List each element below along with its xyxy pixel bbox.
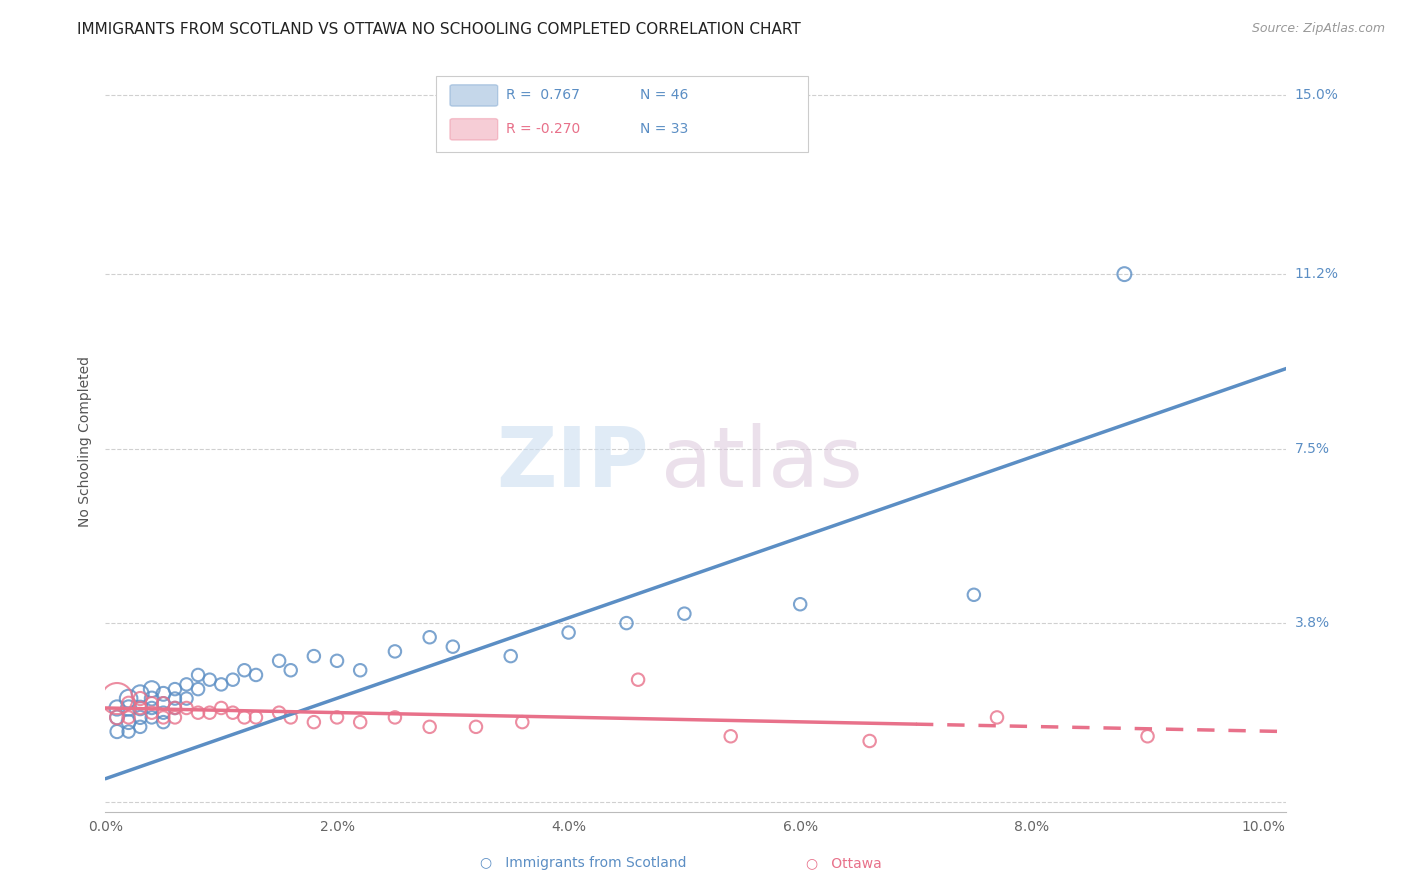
Point <box>419 720 441 734</box>
Point <box>198 673 221 687</box>
Point <box>222 673 245 687</box>
Text: N = 33: N = 33 <box>640 122 688 136</box>
Point <box>176 677 198 691</box>
Point <box>129 687 152 701</box>
Point <box>209 677 232 691</box>
Text: Source: ZipAtlas.com: Source: ZipAtlas.com <box>1251 22 1385 36</box>
Point <box>163 701 186 715</box>
Point <box>152 710 174 724</box>
Point <box>129 701 152 715</box>
Point <box>152 696 174 710</box>
Point <box>105 710 128 724</box>
Text: N = 46: N = 46 <box>640 88 688 103</box>
Point <box>141 691 163 706</box>
Point <box>141 696 163 710</box>
Point <box>269 654 291 668</box>
Text: R = -0.270: R = -0.270 <box>506 122 581 136</box>
Text: 3.8%: 3.8% <box>1295 616 1330 630</box>
Point <box>152 715 174 730</box>
Point <box>302 649 325 664</box>
Point <box>129 691 152 706</box>
Point <box>163 682 186 697</box>
Point <box>499 649 522 664</box>
Point <box>187 668 209 682</box>
Point <box>129 720 152 734</box>
Point <box>141 701 163 715</box>
Point <box>441 640 464 654</box>
Point <box>673 607 696 621</box>
Point <box>627 673 650 687</box>
Text: R =  0.767: R = 0.767 <box>506 88 581 103</box>
Point <box>302 715 325 730</box>
Point <box>326 654 349 668</box>
Point <box>280 663 302 677</box>
Point <box>1114 267 1136 281</box>
Text: ○   Ottawa: ○ Ottawa <box>806 855 882 870</box>
Point <box>117 696 139 710</box>
Point <box>117 724 139 739</box>
Text: atlas: atlas <box>661 423 862 504</box>
Point <box>384 644 406 658</box>
Point <box>557 625 579 640</box>
Point <box>105 701 128 715</box>
Text: 11.2%: 11.2% <box>1295 267 1339 281</box>
Point <box>859 734 882 748</box>
Point <box>105 724 128 739</box>
Point <box>222 706 245 720</box>
Point <box>384 710 406 724</box>
Point <box>986 710 1008 724</box>
Point <box>209 701 232 715</box>
Point <box>616 616 638 631</box>
Point <box>187 706 209 720</box>
Point <box>720 729 742 743</box>
Point <box>1136 729 1159 743</box>
Text: IMMIGRANTS FROM SCOTLAND VS OTTAWA NO SCHOOLING COMPLETED CORRELATION CHART: IMMIGRANTS FROM SCOTLAND VS OTTAWA NO SC… <box>77 22 801 37</box>
Point <box>198 706 221 720</box>
Point <box>233 663 256 677</box>
Point <box>152 687 174 701</box>
Point <box>141 706 163 720</box>
Point <box>141 710 163 724</box>
Point <box>349 663 371 677</box>
Point <box>117 710 139 724</box>
Point <box>152 696 174 710</box>
Point <box>141 682 163 697</box>
Point <box>465 720 488 734</box>
Point <box>419 630 441 644</box>
Text: ○   Immigrants from Scotland: ○ Immigrants from Scotland <box>481 855 686 870</box>
Y-axis label: No Schooling Completed: No Schooling Completed <box>77 356 91 527</box>
Point <box>187 682 209 697</box>
Point <box>129 710 152 724</box>
Point <box>176 701 198 715</box>
Point <box>152 706 174 720</box>
Point <box>789 597 811 611</box>
Point <box>326 710 349 724</box>
Point <box>245 668 267 682</box>
Point <box>163 710 186 724</box>
Point <box>349 715 371 730</box>
Point <box>510 715 533 730</box>
Point <box>245 710 267 724</box>
Point <box>163 691 186 706</box>
Point <box>105 710 128 724</box>
Point <box>163 701 186 715</box>
Text: 15.0%: 15.0% <box>1295 88 1339 102</box>
Text: 7.5%: 7.5% <box>1295 442 1330 456</box>
Point <box>233 710 256 724</box>
Point <box>117 691 139 706</box>
Point <box>105 691 128 706</box>
Point <box>117 715 139 730</box>
Point <box>269 706 291 720</box>
Text: ZIP: ZIP <box>496 423 648 504</box>
Point <box>129 701 152 715</box>
Point <box>117 701 139 715</box>
Point <box>963 588 986 602</box>
Point <box>280 710 302 724</box>
Point <box>176 691 198 706</box>
